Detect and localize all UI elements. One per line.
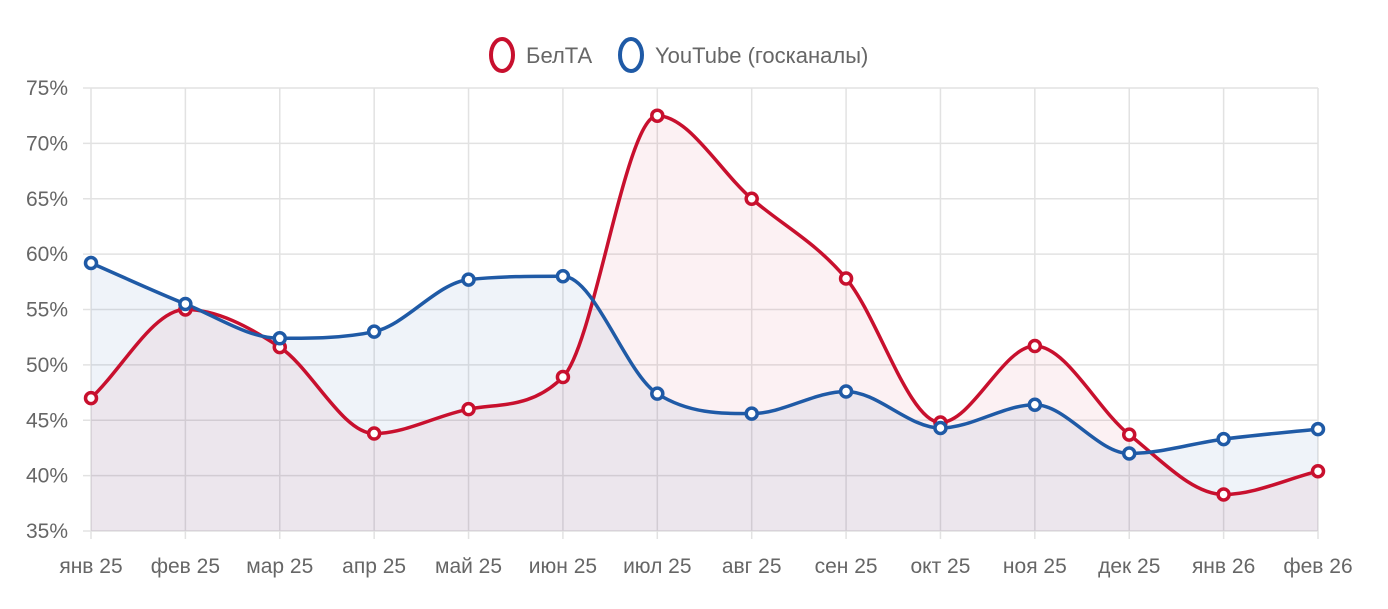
x-tick-label: июл 25 bbox=[623, 555, 691, 578]
youtube-point[interactable] bbox=[1027, 397, 1043, 412]
youtube-point[interactable] bbox=[461, 272, 476, 287]
youtube-point[interactable] bbox=[1310, 421, 1326, 437]
youtube-line bbox=[89, 261, 1320, 456]
youtube-legend-label[interactable]: YouTube (госканалы) bbox=[655, 43, 868, 68]
x-tick-label: окт 25 bbox=[911, 555, 971, 578]
x-tick-label: янв 25 bbox=[59, 555, 122, 578]
belta-point[interactable] bbox=[1027, 338, 1043, 354]
x-axis-ticks: янв 25 фев 25 мар 25 апр 25 май 25 июн 25 июл … bbox=[59, 555, 1352, 578]
x-tick-label: апр 25 bbox=[342, 555, 406, 578]
x-tick-label: мар 25 bbox=[246, 555, 313, 578]
legend: БелТА YouTube (госканалы) bbox=[489, 37, 868, 73]
belta-point[interactable] bbox=[1216, 487, 1231, 502]
belta-point[interactable] bbox=[555, 369, 571, 385]
series-areas bbox=[91, 115, 1318, 531]
x-tick-label: фев 25 bbox=[151, 555, 220, 578]
youtube-area bbox=[91, 262, 1318, 531]
x-tick-label: авг 25 bbox=[722, 555, 782, 578]
youtube-point[interactable] bbox=[1216, 431, 1231, 447]
belta-legend-marker[interactable] bbox=[489, 37, 515, 73]
youtube-point[interactable] bbox=[83, 255, 99, 271]
youtube-point[interactable] bbox=[650, 386, 665, 401]
series-points bbox=[83, 108, 1326, 502]
belta-point[interactable] bbox=[1121, 427, 1137, 442]
x-tick-label: июн 25 bbox=[529, 555, 597, 578]
belta-point[interactable] bbox=[366, 426, 382, 441]
y-tick-label: 65% bbox=[26, 188, 68, 211]
youtube-point[interactable] bbox=[272, 331, 288, 346]
y-tick-label: 55% bbox=[26, 299, 68, 322]
belta-point[interactable] bbox=[744, 191, 759, 206]
y-tick-label: 45% bbox=[26, 409, 68, 432]
belta-point[interactable] bbox=[838, 271, 854, 286]
youtube-point[interactable] bbox=[838, 384, 854, 399]
x-tick-label: фев 26 bbox=[1283, 555, 1352, 578]
y-tick-label: 40% bbox=[26, 465, 68, 488]
belta-point[interactable] bbox=[1310, 463, 1326, 479]
y-tick-label: 50% bbox=[26, 354, 68, 377]
y-tick-label: 75% bbox=[26, 77, 68, 100]
x-tick-label: май 25 bbox=[435, 555, 502, 578]
youtube-point[interactable] bbox=[744, 406, 759, 421]
grid bbox=[83, 87, 1319, 539]
x-tick-label: сен 25 bbox=[815, 555, 878, 578]
y-tick-label: 35% bbox=[26, 520, 68, 543]
belta-point[interactable] bbox=[461, 401, 476, 417]
youtube-point[interactable] bbox=[933, 420, 948, 436]
belta-area bbox=[91, 115, 1318, 531]
belta-legend-label[interactable]: БелТА bbox=[526, 43, 592, 68]
youtube-legend-marker[interactable] bbox=[618, 37, 644, 73]
youtube-point[interactable] bbox=[555, 269, 571, 284]
y-tick-label: 60% bbox=[26, 243, 68, 266]
x-tick-label: ноя 25 bbox=[1003, 555, 1067, 578]
belta-point[interactable] bbox=[83, 390, 99, 406]
youtube-point[interactable] bbox=[1121, 446, 1137, 461]
youtube-point[interactable] bbox=[366, 324, 382, 339]
belta-point[interactable] bbox=[650, 108, 665, 123]
y-tick-label: 70% bbox=[26, 132, 68, 155]
x-tick-label: янв 26 bbox=[1192, 555, 1255, 578]
series-lines bbox=[89, 113, 1320, 497]
belta-line bbox=[89, 113, 1320, 497]
y-axis-ticks: 35% 40% 45% 50% 55% 60% 65% 70% 75% bbox=[26, 77, 68, 543]
x-tick-label: дек 25 bbox=[1098, 555, 1160, 578]
youtube-point[interactable] bbox=[178, 296, 193, 312]
